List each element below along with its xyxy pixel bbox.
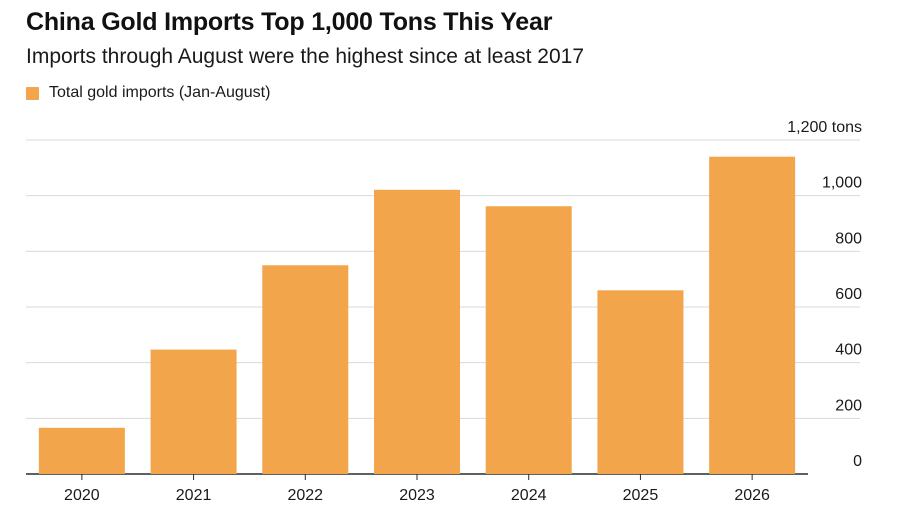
- x-tick-label: 2023: [399, 487, 435, 504]
- y-tick-labels: 0 200 400 600 800 1,000 1,200 tons: [787, 119, 862, 470]
- legend-swatch: [26, 86, 39, 100]
- bar: [597, 290, 684, 474]
- x-tick-label: 2025: [623, 487, 659, 504]
- y-tick-label: 400: [835, 342, 862, 359]
- bars: [38, 156, 796, 475]
- y-tick-label: 1,200 tons: [787, 119, 862, 136]
- chart-subtitle: Imports through August were the highest …: [26, 45, 585, 68]
- x-tick-label: 2020: [64, 487, 100, 504]
- bar: [262, 265, 349, 474]
- x-tick-label: 2021: [176, 487, 212, 504]
- bar: [38, 427, 125, 474]
- y-tick-label: 600: [835, 286, 862, 303]
- y-tick-label: 0: [853, 453, 862, 470]
- bar: [485, 206, 572, 474]
- y-tick-label: 200: [835, 397, 862, 414]
- x-tick-label: 2026: [734, 487, 770, 504]
- bar: [374, 189, 460, 475]
- x-tick-label: 2024: [511, 487, 547, 504]
- y-tick-label: 800: [835, 230, 862, 247]
- chart-title: China Gold Imports Top 1,000 Tons This Y…: [26, 8, 553, 36]
- legend-label: Total gold imports (Jan-August): [49, 84, 271, 101]
- bar: [709, 156, 796, 474]
- x-tick-label: 2022: [287, 487, 323, 504]
- bar: [150, 349, 237, 474]
- legend: Total gold imports (Jan-August): [26, 84, 270, 102]
- y-tick-label: 1,000: [822, 175, 862, 192]
- x-tick-labels: 2020 2021 2022 2023 2024 2025 2026: [64, 474, 770, 504]
